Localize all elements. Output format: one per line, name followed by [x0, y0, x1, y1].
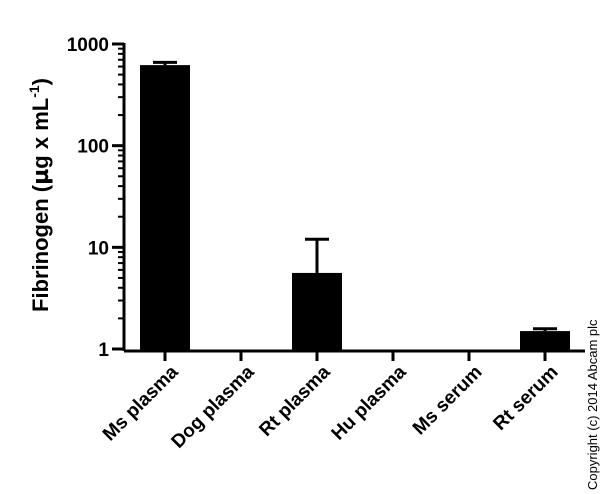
y-axis-title: Fibrinogen (µg x mL-1) [26, 78, 54, 312]
x-category-label: Hu plasma [328, 361, 411, 444]
bar [140, 65, 190, 351]
x-category-label: Ms serum [409, 362, 487, 440]
x-category-label: Ms plasma [99, 361, 183, 445]
bar [292, 272, 342, 351]
x-category-label: Dog plasma [168, 361, 259, 452]
y-tick-label: 100 [77, 137, 109, 158]
x-category-label: Rt serum [489, 362, 562, 435]
axes [112, 42, 585, 361]
bar [520, 331, 570, 351]
copyright-text: Copyright (c) 2014 Abcam plc [585, 319, 600, 490]
y-tick-label: 10 [88, 238, 109, 259]
x-category-label: Rt plasma [255, 361, 334, 440]
y-tick-label: 1 [98, 340, 109, 361]
y-tick-label: 1000 [67, 35, 109, 56]
bars [140, 60, 570, 351]
